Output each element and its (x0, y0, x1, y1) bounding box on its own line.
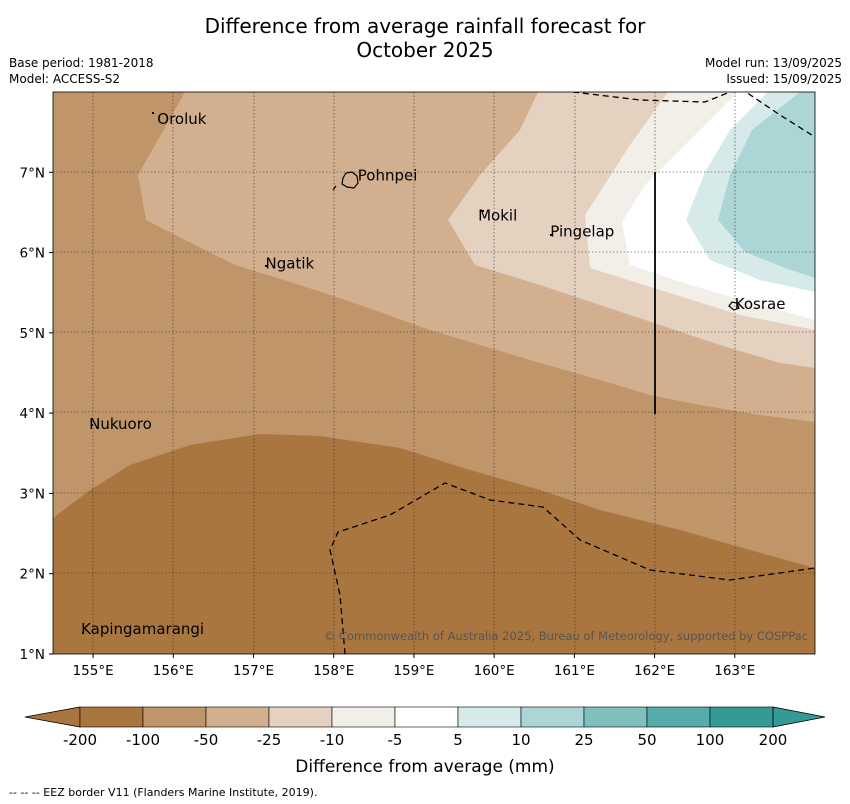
colorbar-tick-label: 25 (574, 731, 593, 749)
colorbar-extend-low (24, 706, 81, 728)
lon-tick-label: 156°E (153, 663, 194, 679)
lon-tick-label: 163°E (714, 663, 755, 679)
colorbar-segment (205, 706, 270, 728)
longitude-tick-labels: 155°E 156°E 157°E 158°E 159°E 160°E 161°E 162°E… (73, 654, 755, 679)
colorbar-title: Difference from average (mm) (295, 757, 554, 777)
colorbar-tick-label: 10 (511, 731, 530, 749)
lat-tick-label: 2°N (20, 567, 45, 583)
colorbar-segment (583, 706, 648, 728)
colorbar-segment (331, 706, 396, 728)
colorbar-extend-high (772, 706, 826, 728)
eez-footnote: -- -- -- EEZ border V11 (Flanders Marine… (9, 786, 318, 799)
map-frame (52, 91, 816, 655)
ant-atoll-mark (332, 185, 337, 191)
island-dots (82, 112, 552, 634)
model-name: Model: ACCESS-S2 (9, 72, 121, 86)
place-label: Oroluk (157, 110, 206, 128)
lon-tick-label: 157°E (233, 663, 274, 679)
place-label: Kapingamarangi (81, 620, 204, 638)
place-label: Nukuoro (89, 415, 152, 433)
eez-borders (329, 92, 815, 654)
lat-tick-label: 5°N (20, 326, 45, 342)
issued-date: Issued: 15/09/2025 (726, 72, 842, 86)
place-label: Kosrae (735, 295, 786, 313)
copyright-text: © Commonwealth of Australia 2025, Bureau… (324, 629, 808, 643)
lon-tick-label: 161°E (554, 663, 595, 679)
colorbar-tick-label: -5 (388, 731, 403, 749)
place-labels: Oroluk Pohnpei Mokil Pingelap Ngatik Kosrae Nu… (81, 110, 785, 638)
colorbar-segment (268, 706, 333, 728)
colorbar-segment (394, 706, 459, 728)
colorbar-segment (79, 706, 144, 728)
colorbar-tick-label: -100 (126, 731, 160, 749)
base-period: Base period: 1981-2018 (9, 56, 154, 70)
lat-tick-label: 7°N (20, 165, 45, 181)
island-outlines (332, 171, 740, 311)
pohnpei-outline (341, 171, 359, 189)
colorbar (24, 706, 826, 728)
colorbar-segment (457, 706, 522, 728)
map-title-line1: Difference from average rainfall forecas… (204, 14, 646, 38)
colorbar-tick-label: 100 (696, 731, 725, 749)
place-label: Pohnpei (358, 166, 418, 184)
model-run: Model run: 13/09/2025 (704, 56, 842, 70)
colorbar-tick-label: -50 (194, 731, 219, 749)
lat-tick-label: 3°N (20, 486, 45, 502)
contour-fields (53, 92, 815, 654)
lat-tick-label: 1°N (20, 647, 45, 663)
colorbar-tick-label: -10 (320, 731, 345, 749)
band-minus-200 (53, 434, 815, 654)
latitude-tick-labels: 7°N 6°N 5°N 4°N 3°N 2°N 1°N (20, 165, 53, 663)
colorbar-segment (520, 706, 585, 728)
kosrae-outline (728, 301, 740, 311)
colorbar-segment (646, 706, 711, 728)
colorbar-tick-label: 200 (759, 731, 788, 749)
place-label: Mokil (478, 206, 517, 224)
place-label: Pingelap (550, 223, 614, 241)
lon-tick-label: 159°E (393, 663, 434, 679)
colorbar-tick-label: 5 (453, 731, 463, 749)
lon-tick-label: 160°E (474, 663, 515, 679)
colorbar-segment (709, 706, 774, 728)
lon-tick-label: 155°E (73, 663, 114, 679)
colorbar-tick-label: -25 (257, 731, 282, 749)
place-label: Ngatik (266, 255, 315, 273)
colorbar-tick-label: 50 (637, 731, 656, 749)
lon-tick-label: 162°E (634, 663, 675, 679)
lon-tick-label: 158°E (313, 663, 354, 679)
colorbar-tick-labels: -200 -100 -50 -25 -10 -5 5 10 25 50 100 200 (63, 731, 787, 749)
graticule (53, 92, 815, 654)
band-plus-10 (718, 92, 815, 278)
colorbar-segment (142, 706, 207, 728)
lat-tick-label: 6°N (20, 246, 45, 262)
lat-tick-label: 4°N (20, 406, 45, 422)
colorbar-tick-label: -200 (63, 731, 97, 749)
map-title-line2: October 2025 (356, 38, 494, 62)
